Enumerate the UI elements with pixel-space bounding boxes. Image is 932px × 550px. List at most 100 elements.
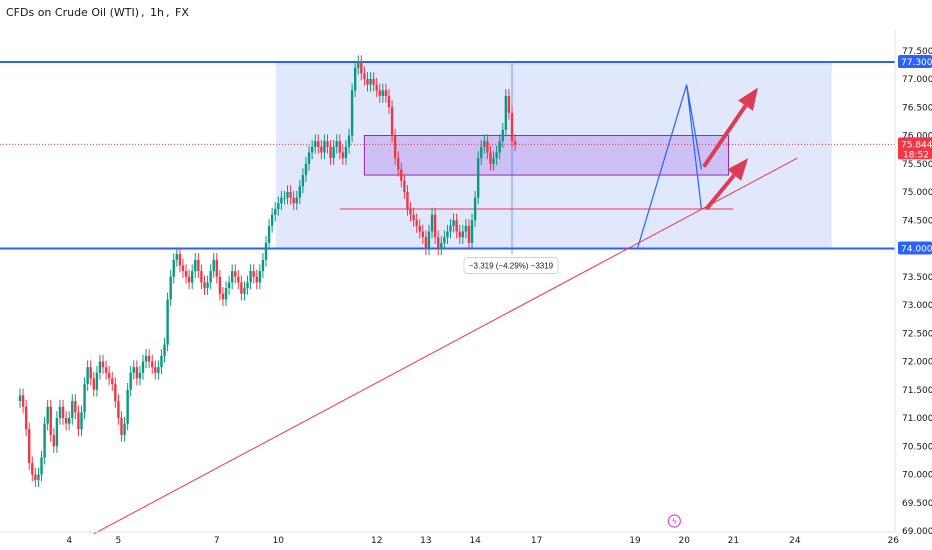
x-tick-label: 26: [888, 536, 900, 546]
candle-body: [320, 146, 323, 153]
x-tick-label: 5: [116, 536, 122, 546]
candle-body: [206, 282, 209, 289]
countdown-label: 18:52: [903, 150, 929, 160]
candle-body: [40, 457, 43, 475]
y-tick-label: 69.000: [902, 527, 932, 537]
candle-body: [286, 192, 289, 198]
candle-body: [212, 259, 215, 272]
candle-body: [338, 141, 341, 153]
candle-body: [227, 282, 231, 289]
y-tick-label: 72.500: [902, 329, 932, 339]
candle-body: [151, 361, 154, 368]
y-tick-label: 72.000: [902, 358, 932, 368]
candle-body: [129, 372, 132, 390]
candle-body: [61, 406, 65, 418]
candle-body: [200, 271, 203, 283]
candle-body: [237, 276, 240, 283]
candle-body: [492, 158, 495, 164]
candle-body: [464, 225, 468, 232]
candle-body: [111, 378, 114, 385]
candle-body: [341, 152, 345, 159]
candle-body: [366, 79, 369, 85]
candle-body: [418, 225, 421, 232]
candle-body: [166, 299, 169, 345]
y-tick-label: 76.500: [902, 103, 932, 113]
trendline: [93, 157, 798, 535]
candle-body: [372, 79, 375, 85]
candle-body: [344, 146, 348, 159]
candle-body: [264, 242, 268, 260]
candle-body: [347, 135, 351, 147]
candle-body: [92, 378, 95, 390]
candle-body: [314, 141, 317, 147]
consolidation-box: [363, 135, 729, 176]
y-tick-label: 76.000: [902, 132, 932, 142]
candle-body: [58, 406, 62, 418]
candle-body: [215, 259, 218, 277]
candle-body: [135, 367, 139, 379]
candle-body: [64, 418, 68, 424]
x-tick-label: 13: [420, 536, 431, 546]
chart-title: CFDs on Crude Oil (WTI), 1h, FX: [6, 6, 189, 19]
x-tick-label: 19: [629, 536, 641, 546]
y-tick-label: 77.000: [902, 75, 932, 85]
up-arrow-large-head: [738, 87, 758, 111]
candle-body: [18, 395, 22, 402]
x-tick-label: 21: [728, 536, 739, 546]
candle-body: [83, 384, 86, 413]
candle-body: [160, 355, 163, 368]
candle-body: [46, 406, 49, 424]
candle-body: [449, 225, 452, 232]
candle-body: [114, 384, 117, 402]
candle-body: [424, 237, 428, 249]
candle-body: [77, 412, 80, 430]
candle-body: [117, 401, 120, 418]
candle-body: [120, 418, 123, 435]
candle-body: [307, 152, 311, 164]
candle-body: [181, 265, 185, 272]
candle-body: [157, 367, 160, 373]
candle-body: [270, 214, 274, 226]
candle-body: [104, 367, 108, 373]
candle-body: [178, 254, 182, 266]
exchange: FX: [175, 6, 189, 19]
y-tick-label: 73.000: [902, 301, 932, 311]
candle-body: [258, 271, 262, 283]
candle-body: [397, 158, 400, 170]
candle-body: [381, 90, 385, 96]
candle-body: [329, 146, 332, 159]
candle-body: [332, 146, 335, 159]
candle-body: [486, 141, 489, 153]
candle-body: [507, 95, 511, 113]
x-tick-label: 17: [531, 536, 542, 546]
candle-body: [384, 90, 388, 96]
up-arrow-large-shaft: [702, 104, 748, 168]
candle-body: [147, 355, 151, 362]
candle-body: [458, 231, 461, 238]
candle-body: [473, 197, 477, 221]
candle-body: [187, 276, 191, 283]
candle-body: [292, 197, 295, 204]
candle-body: [43, 423, 46, 458]
candle-body: [246, 282, 249, 289]
symbol-name[interactable]: CFDs on Crude Oil (WTI): [6, 6, 140, 19]
measure-label: −3.319 (−4.29%) −3319: [469, 261, 554, 270]
y-tick-label: 75.000: [902, 188, 932, 198]
candle-body: [489, 152, 492, 164]
candle-body: [261, 259, 265, 272]
candle-body: [132, 367, 135, 373]
candle-body: [498, 141, 501, 153]
interval[interactable]: 1h: [150, 6, 164, 19]
candle-body: [230, 271, 234, 283]
y-tick-label: 73.500: [902, 273, 932, 283]
candle-body: [280, 197, 283, 204]
candle-body: [277, 203, 280, 209]
candle-body: [289, 192, 292, 198]
candle-body: [74, 401, 77, 413]
candle-body: [353, 67, 357, 91]
candle-body: [360, 62, 363, 74]
candle-body: [86, 367, 89, 385]
last-price-label-bg: [898, 137, 932, 160]
x-tick-label: 10: [273, 536, 285, 546]
